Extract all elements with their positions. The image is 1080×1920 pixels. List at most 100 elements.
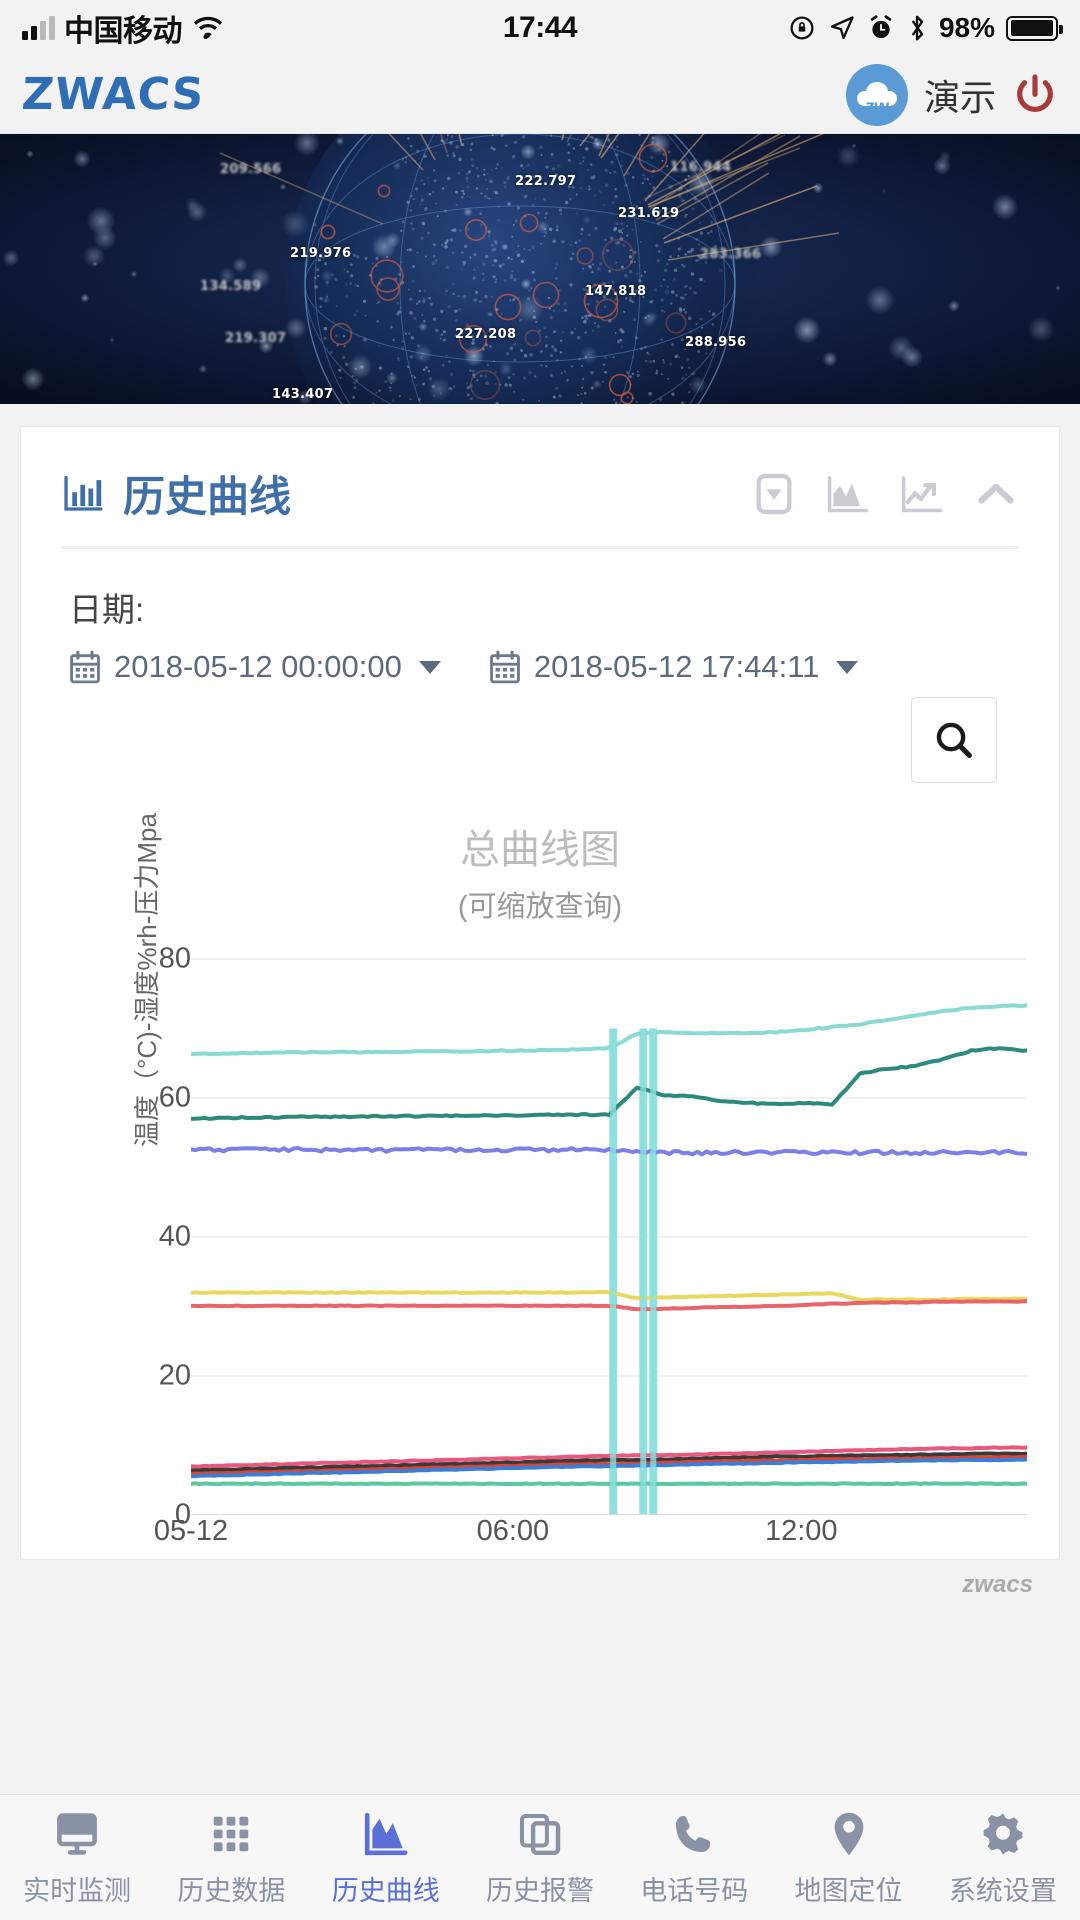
- series-line: [191, 1445, 1027, 1469]
- export-box-icon[interactable]: [751, 471, 797, 517]
- series-line: [191, 1290, 1027, 1302]
- hero-number: 209.566: [220, 162, 282, 177]
- nav-item-label: 历史数据: [177, 1875, 286, 1906]
- hero-number: 116.944: [670, 160, 732, 175]
- chevron-down-icon: [836, 660, 859, 674]
- avatar-text: zw: [865, 96, 889, 118]
- series-line: [191, 1046, 1027, 1121]
- calendar-icon: [489, 650, 520, 684]
- series-line: [191, 1299, 1027, 1312]
- card-header-actions: [751, 471, 1019, 517]
- content-wrapper: 历史曲线: [0, 404, 1080, 1598]
- header-divider: [61, 546, 1019, 549]
- search-row: [21, 685, 1059, 783]
- series-line: [191, 1145, 1027, 1157]
- date-range-row: 2018-05-12 00:00:00 2018-05-12 17:44:11: [21, 631, 1059, 685]
- chart-watermark: zwacs: [962, 1571, 1033, 1598]
- curve-chart-svg: [191, 958, 1027, 1515]
- alarm-clock-icon: [870, 15, 892, 39]
- wifi-icon: [193, 16, 223, 40]
- date-label: 日期:: [69, 591, 145, 628]
- location-arrow-icon: [830, 16, 854, 40]
- calendar-icon: [70, 650, 100, 684]
- y-tick-label: 0: [174, 1498, 191, 1531]
- hero-number: 222.797: [515, 174, 577, 189]
- hero-number: 147.818: [585, 284, 647, 299]
- chevron-down-icon: [418, 660, 441, 674]
- rotation-lock-icon: [790, 16, 814, 40]
- hero-number: 219.307: [225, 331, 287, 346]
- x-tick-label: 05-12: [153, 1515, 229, 1547]
- chart-subtitle: (可缩放查询): [457, 891, 623, 923]
- y-axis-ticks: 0 20 40 60 80: [129, 943, 191, 1531]
- hero-banner: 209.566 222.797 116.944 231.619 219.976 134.5…: [0, 134, 1080, 404]
- trend-line-icon[interactable]: [899, 471, 945, 517]
- nav-item-label: 实时监测: [23, 1875, 132, 1906]
- nav-item-grid[interactable]: 历史数据: [154, 1808, 308, 1908]
- series-line: [191, 1481, 1027, 1487]
- hero-number: 231.619: [618, 206, 680, 221]
- bottom-navigation: 实时监测 历史数据 历史曲线 历史报警 电话号码 地图定位 系统设置: [0, 1794, 1080, 1920]
- user-label: 演示: [923, 76, 996, 118]
- app-logo[interactable]: ZWACS: [20, 69, 207, 120]
- hero-number: 288.956: [685, 335, 747, 350]
- nav-item-label: 历史报警: [485, 1875, 594, 1906]
- end-date-picker[interactable]: 2018-05-12 17:44:11: [489, 649, 859, 685]
- signal-bars-icon: [22, 16, 55, 40]
- y-tick-label: 20: [158, 1359, 191, 1392]
- monitor-icon: [53, 1808, 101, 1860]
- series-line: [191, 1451, 1027, 1473]
- search-button[interactable]: [911, 697, 997, 783]
- gear-icon: [979, 1808, 1027, 1860]
- search-icon: [936, 722, 972, 758]
- end-date-value: 2018-05-12 17:44:11: [533, 649, 820, 684]
- bar-chart-icon: [64, 475, 103, 511]
- battery-icon: [1006, 15, 1063, 41]
- cloud-icon: [856, 81, 897, 108]
- x-axis-ticks: 05-12 06:00 12:00: [154, 1515, 1027, 1565]
- status-bar-left: 中国移动: [22, 6, 225, 50]
- nav-item-label: 系统设置: [948, 1875, 1057, 1906]
- series-line: [191, 1457, 1027, 1479]
- y-tick-label: 80: [158, 942, 191, 975]
- nav-item-copy[interactable]: 历史报警: [463, 1808, 617, 1908]
- chevron-up-icon[interactable]: [973, 471, 1019, 517]
- phone-icon: [671, 1808, 717, 1860]
- history-curve-card: 历史曲线: [20, 426, 1060, 1598]
- card-title-group: 历史曲线: [61, 463, 291, 524]
- y-tick-label: 40: [158, 1220, 191, 1253]
- bluetooth-icon: [912, 15, 924, 41]
- area-chart-icon[interactable]: [825, 471, 871, 517]
- app-header: ZWACS zw 演示: [0, 56, 1080, 134]
- nav-item-location-pin[interactable]: 地图定位: [771, 1808, 925, 1908]
- chart-plot-area[interactable]: 温度（°C)-湿度%rh-压力Mpa 0 20 40 60 80 05-12 06:00 1…: [21, 813, 1057, 1598]
- carrier-name: 中国移动: [64, 15, 183, 48]
- nav-item-chart[interactable]: 历史曲线: [309, 1808, 463, 1908]
- globe-graphic: [0, 134, 1080, 404]
- grid-icon: [208, 1808, 254, 1860]
- nav-item-phone[interactable]: 电话号码: [617, 1808, 771, 1908]
- status-bar: 中国移动 17:44 98%: [0, 0, 1080, 56]
- hero-number: 134.589: [200, 279, 262, 294]
- chart-title: 总曲线图: [460, 828, 620, 872]
- page-title: 历史曲线: [123, 473, 292, 520]
- status-bar-right: 98%: [787, 12, 1063, 44]
- nav-item-label: 地图定位: [794, 1875, 903, 1906]
- chart-icon: [362, 1808, 410, 1860]
- start-date-value: 2018-05-12 00:00:00: [114, 649, 402, 684]
- card-header: 历史曲线: [21, 427, 1059, 546]
- copy-icon: [517, 1808, 563, 1860]
- nav-item-gear[interactable]: 系统设置: [926, 1808, 1080, 1908]
- nav-item-monitor[interactable]: 实时监测: [0, 1808, 154, 1908]
- series-line: [191, 1003, 1027, 1057]
- header-right: zw 演示: [845, 63, 1058, 126]
- battery-percent: 98%: [938, 12, 995, 43]
- avatar[interactable]: zw: [845, 63, 908, 126]
- y-tick-label: 60: [158, 1081, 191, 1114]
- x-tick-label: 12:00: [764, 1515, 838, 1547]
- hero-number: 219.976: [290, 246, 352, 261]
- location-pin-icon: [827, 1808, 871, 1860]
- start-date-picker[interactable]: 2018-05-12 00:00:00: [69, 649, 441, 685]
- hero-number: 227.208: [455, 327, 517, 342]
- power-icon[interactable]: [1012, 72, 1058, 118]
